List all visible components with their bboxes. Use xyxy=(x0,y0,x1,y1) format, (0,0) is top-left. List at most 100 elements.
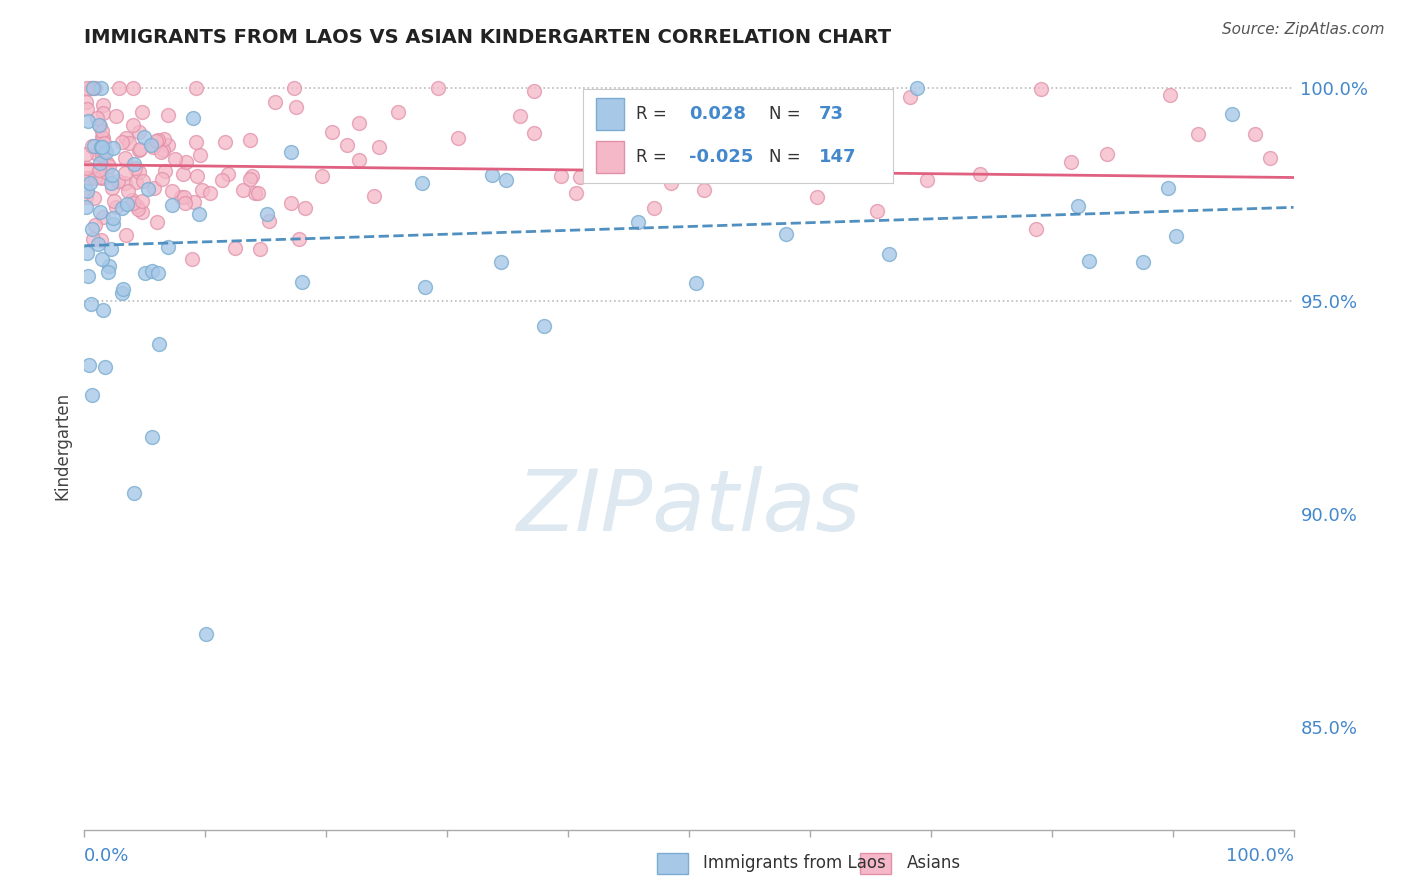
Point xyxy=(1258,151,1281,165)
Point xyxy=(564,186,586,201)
Point xyxy=(186,169,208,183)
Point xyxy=(80,81,103,95)
Point xyxy=(90,171,112,186)
Point xyxy=(148,266,170,280)
Point xyxy=(153,163,176,178)
Point xyxy=(90,148,112,162)
Point xyxy=(82,222,104,236)
Text: 100.0%: 100.0% xyxy=(1226,847,1294,864)
Point xyxy=(101,211,124,225)
Point xyxy=(259,213,281,227)
Point xyxy=(75,171,97,186)
Point xyxy=(82,81,104,95)
Point xyxy=(90,233,112,247)
Point xyxy=(523,84,546,98)
Point xyxy=(915,173,938,187)
Point xyxy=(86,236,108,251)
Point xyxy=(80,388,103,402)
Point xyxy=(124,175,146,189)
Point xyxy=(363,188,385,202)
Point xyxy=(89,204,111,219)
Point xyxy=(723,90,745,104)
Point xyxy=(239,133,262,147)
Point xyxy=(806,190,828,204)
Point xyxy=(101,141,124,155)
Point xyxy=(77,358,100,372)
Point xyxy=(280,195,302,210)
Point xyxy=(693,183,716,197)
Point xyxy=(129,142,152,156)
Point xyxy=(118,136,141,151)
Point xyxy=(122,486,145,500)
Point xyxy=(280,145,302,159)
Point xyxy=(877,247,900,261)
Point xyxy=(122,196,145,211)
Point xyxy=(160,198,183,212)
Point xyxy=(128,164,150,178)
Point xyxy=(1132,255,1154,269)
Point xyxy=(75,147,97,161)
Point xyxy=(283,81,305,95)
Point xyxy=(550,169,572,183)
Point xyxy=(335,138,357,153)
Point xyxy=(91,131,114,145)
Text: Immigrants from Laos: Immigrants from Laos xyxy=(703,855,886,872)
Point xyxy=(103,194,125,209)
Point xyxy=(117,184,139,198)
Point xyxy=(284,100,307,114)
Point xyxy=(157,108,180,122)
Point xyxy=(114,176,136,190)
Point xyxy=(224,241,246,255)
Point xyxy=(121,193,143,207)
Point xyxy=(139,138,162,153)
Point xyxy=(413,280,436,294)
Point xyxy=(190,183,212,197)
Point xyxy=(170,190,193,204)
Point xyxy=(898,90,921,104)
Point xyxy=(828,90,851,104)
Point xyxy=(93,136,115,150)
Point xyxy=(128,125,150,139)
Point xyxy=(148,336,170,351)
Text: N =: N = xyxy=(769,148,800,166)
Point xyxy=(775,227,797,241)
Text: 147: 147 xyxy=(818,148,856,166)
Point xyxy=(82,232,104,246)
Point xyxy=(122,118,145,132)
Point xyxy=(249,242,271,256)
Point xyxy=(411,176,433,190)
Point xyxy=(107,174,129,188)
Point xyxy=(426,81,449,95)
Point xyxy=(143,180,166,194)
Point xyxy=(101,181,124,195)
Point xyxy=(523,126,546,140)
Point xyxy=(76,102,98,116)
Point xyxy=(214,136,236,150)
Point xyxy=(368,139,391,153)
Bar xyxy=(596,141,624,173)
Point xyxy=(181,252,204,266)
Text: Asians: Asians xyxy=(907,855,960,872)
Point xyxy=(127,202,149,216)
Point xyxy=(90,169,112,184)
Point xyxy=(347,153,370,168)
Point xyxy=(90,140,112,154)
Point xyxy=(100,242,122,256)
Point xyxy=(172,167,194,181)
Point xyxy=(76,246,98,260)
Point xyxy=(132,129,155,144)
Point xyxy=(76,81,98,95)
Point xyxy=(287,232,309,246)
Point xyxy=(183,194,205,209)
Point xyxy=(98,159,121,173)
Point xyxy=(115,130,138,145)
Point xyxy=(152,143,174,157)
Point xyxy=(607,103,630,117)
Point xyxy=(157,240,180,254)
Point xyxy=(311,169,333,183)
Point xyxy=(243,186,266,200)
Point xyxy=(79,171,101,186)
Point xyxy=(91,140,114,154)
Point xyxy=(1159,88,1181,103)
Point xyxy=(96,165,118,179)
